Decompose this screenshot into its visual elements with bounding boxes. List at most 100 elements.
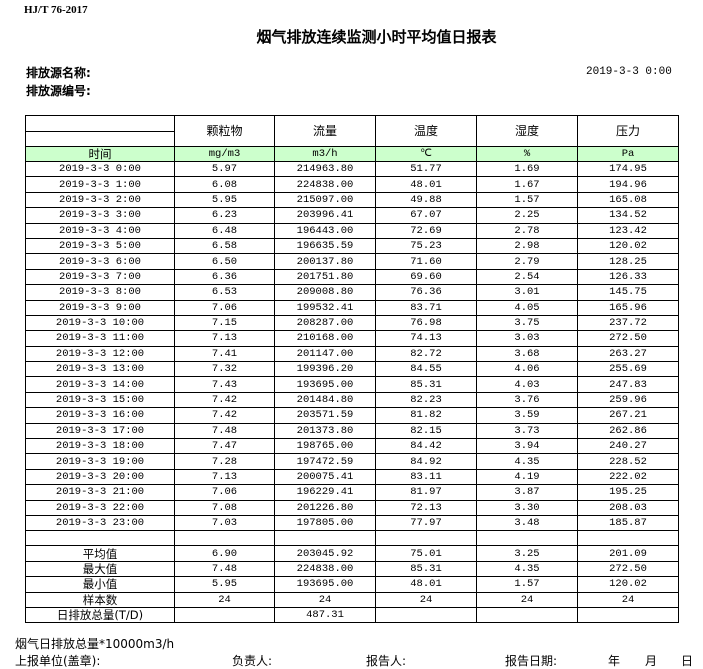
value-cell: 4.05 [476,299,578,316]
row-label: 样本数 [25,591,175,608]
value-cell: 7.06 [174,299,275,316]
value-cell: 165.96 [577,299,679,316]
value-cell: 2.25 [476,207,578,224]
value-cell: 7.03 [174,514,275,532]
value-cell: 165.08 [577,191,679,209]
value-cell: 3.75 [476,314,578,332]
row-label: 最大值 [25,560,175,578]
data-row: 2019-3-3 15:00 7.42 201484.80 82.23 3.76 259.… [25,391,679,409]
value-cell: 24 [274,591,376,608]
stats-row: 平均值 6.90 203045.92 75.01 3.25 201.09 [25,545,679,562]
unit-cell: % [476,146,578,162]
value-cell: 3.68 [476,345,578,363]
value-cell: 208287.00 [274,314,376,332]
row-label: 2019-3-3 6:00 [25,253,175,270]
row-label: 平均值 [25,545,175,562]
row-label: 2019-3-3 9:00 [25,299,175,316]
value-cell: 199396.20 [274,361,376,378]
value-cell: 4.06 [476,361,578,378]
row-label: 2019-3-3 5:00 [25,237,175,255]
data-row: 2019-3-3 17:00 7.48 201373.80 82.15 3.73 262.… [25,422,679,440]
value-cell: 3.01 [476,284,578,301]
value-cell: 6.48 [174,222,275,239]
value-cell: 72.69 [375,222,477,239]
value-cell: 83.11 [375,468,477,486]
value-cell: 3.73 [476,422,578,440]
value-cell: 3.25 [476,545,578,562]
value-cell: 196443.00 [274,222,376,239]
header-row: 颗粒物 流量 温度 湿度 压力 [25,115,679,147]
value-cell: 6.50 [174,253,275,270]
value-cell: 2.98 [476,237,578,255]
value-cell: 2.79 [476,253,578,270]
value-cell: 3.03 [476,330,578,347]
row-label: 2019-3-3 7:00 [25,268,175,286]
value-cell [174,606,275,624]
value-cell: 82.72 [375,345,477,363]
value-cell: 1.67 [476,176,578,193]
day-label: 日 [681,654,694,668]
value-cell: 197805.00 [274,514,376,532]
header-particulate: 颗粒物 [174,115,275,147]
value-cell [375,606,477,624]
reporting-unit-label: 上报单位(盖章): [15,654,101,668]
header-temperature: 温度 [375,115,477,147]
row-label: 日排放总量(T/D) [25,606,175,624]
value-cell: 210168.00 [274,330,376,347]
data-row: 2019-3-3 23:00 7.03 197805.00 77.97 3.48 185.… [25,514,679,532]
data-row: 2019-3-3 6:00 6.50 200137.80 71.60 2.79 128.2… [25,253,679,270]
value-cell: 7.48 [174,560,275,578]
report-date-label: 报告日期: [505,654,558,668]
stats-row: 样本数 24 24 24 24 24 [25,591,679,608]
value-cell: 120.02 [577,237,679,255]
value-cell: 194.96 [577,176,679,193]
value-cell: 1.57 [476,191,578,209]
value-cell: 196635.59 [274,237,376,255]
value-cell [577,530,679,547]
value-cell: 48.01 [375,176,477,193]
value-cell: 201373.80 [274,422,376,440]
value-cell: 224838.00 [274,560,376,578]
unit-row: 时间 mg/m3 m3/h ℃ % Pa [25,146,679,162]
value-cell: 83.71 [375,299,477,316]
data-row: 2019-3-3 12:00 7.41 201147.00 82.72 3.68 263.… [25,345,679,363]
stats-row: 最大值 7.48 224838.00 85.31 4.35 272.50 [25,560,679,578]
value-cell: 487.31 [274,606,376,624]
value-cell: 24 [174,591,275,608]
row-label: 2019-3-3 19:00 [25,453,175,470]
value-cell: 267.21 [577,407,679,424]
row-label: 2019-3-3 4:00 [25,222,175,239]
row-label: 2019-3-3 12:00 [25,345,175,363]
value-cell: 4.35 [476,560,578,578]
value-cell: 85.31 [375,560,477,578]
data-row: 2019-3-3 21:00 7.06 196229.41 81.97 3.87 195.… [25,484,679,501]
row-label: 2019-3-3 3:00 [25,207,175,224]
value-cell: 7.47 [174,438,275,455]
value-cell: 203996.41 [274,207,376,224]
value-cell: 6.90 [174,545,275,562]
row-label: 2019-3-3 10:00 [25,314,175,332]
value-cell: 197472.59 [274,453,376,470]
value-cell: 51.77 [375,160,477,178]
unit-cell: m3/h [274,146,376,162]
value-cell: 49.88 [375,191,477,209]
value-cell: 134.52 [577,207,679,224]
value-cell: 5.95 [174,576,275,593]
value-cell: 185.87 [577,514,679,532]
row-label: 2019-3-3 15:00 [25,391,175,409]
value-cell: 208.03 [577,499,679,516]
value-cell: 71.60 [375,253,477,270]
value-cell: 5.95 [174,191,275,209]
data-row: 2019-3-3 0:00 5.97 214963.80 51.77 1.69 174.9… [25,160,679,178]
value-cell: 195.25 [577,484,679,501]
value-cell: 126.33 [577,268,679,286]
row-label: 2019-3-3 23:00 [25,514,175,532]
value-cell: 201484.80 [274,391,376,409]
value-cell: 69.60 [375,268,477,286]
value-cell: 222.02 [577,468,679,486]
data-row: 2019-3-3 3:00 6.23 203996.41 67.07 2.25 134.5… [25,207,679,224]
value-cell: 259.96 [577,391,679,409]
value-cell: 24 [375,591,477,608]
value-cell: 255.69 [577,361,679,378]
data-row: 2019-3-3 19:00 7.28 197472.59 84.92 4.35 228.… [25,453,679,470]
